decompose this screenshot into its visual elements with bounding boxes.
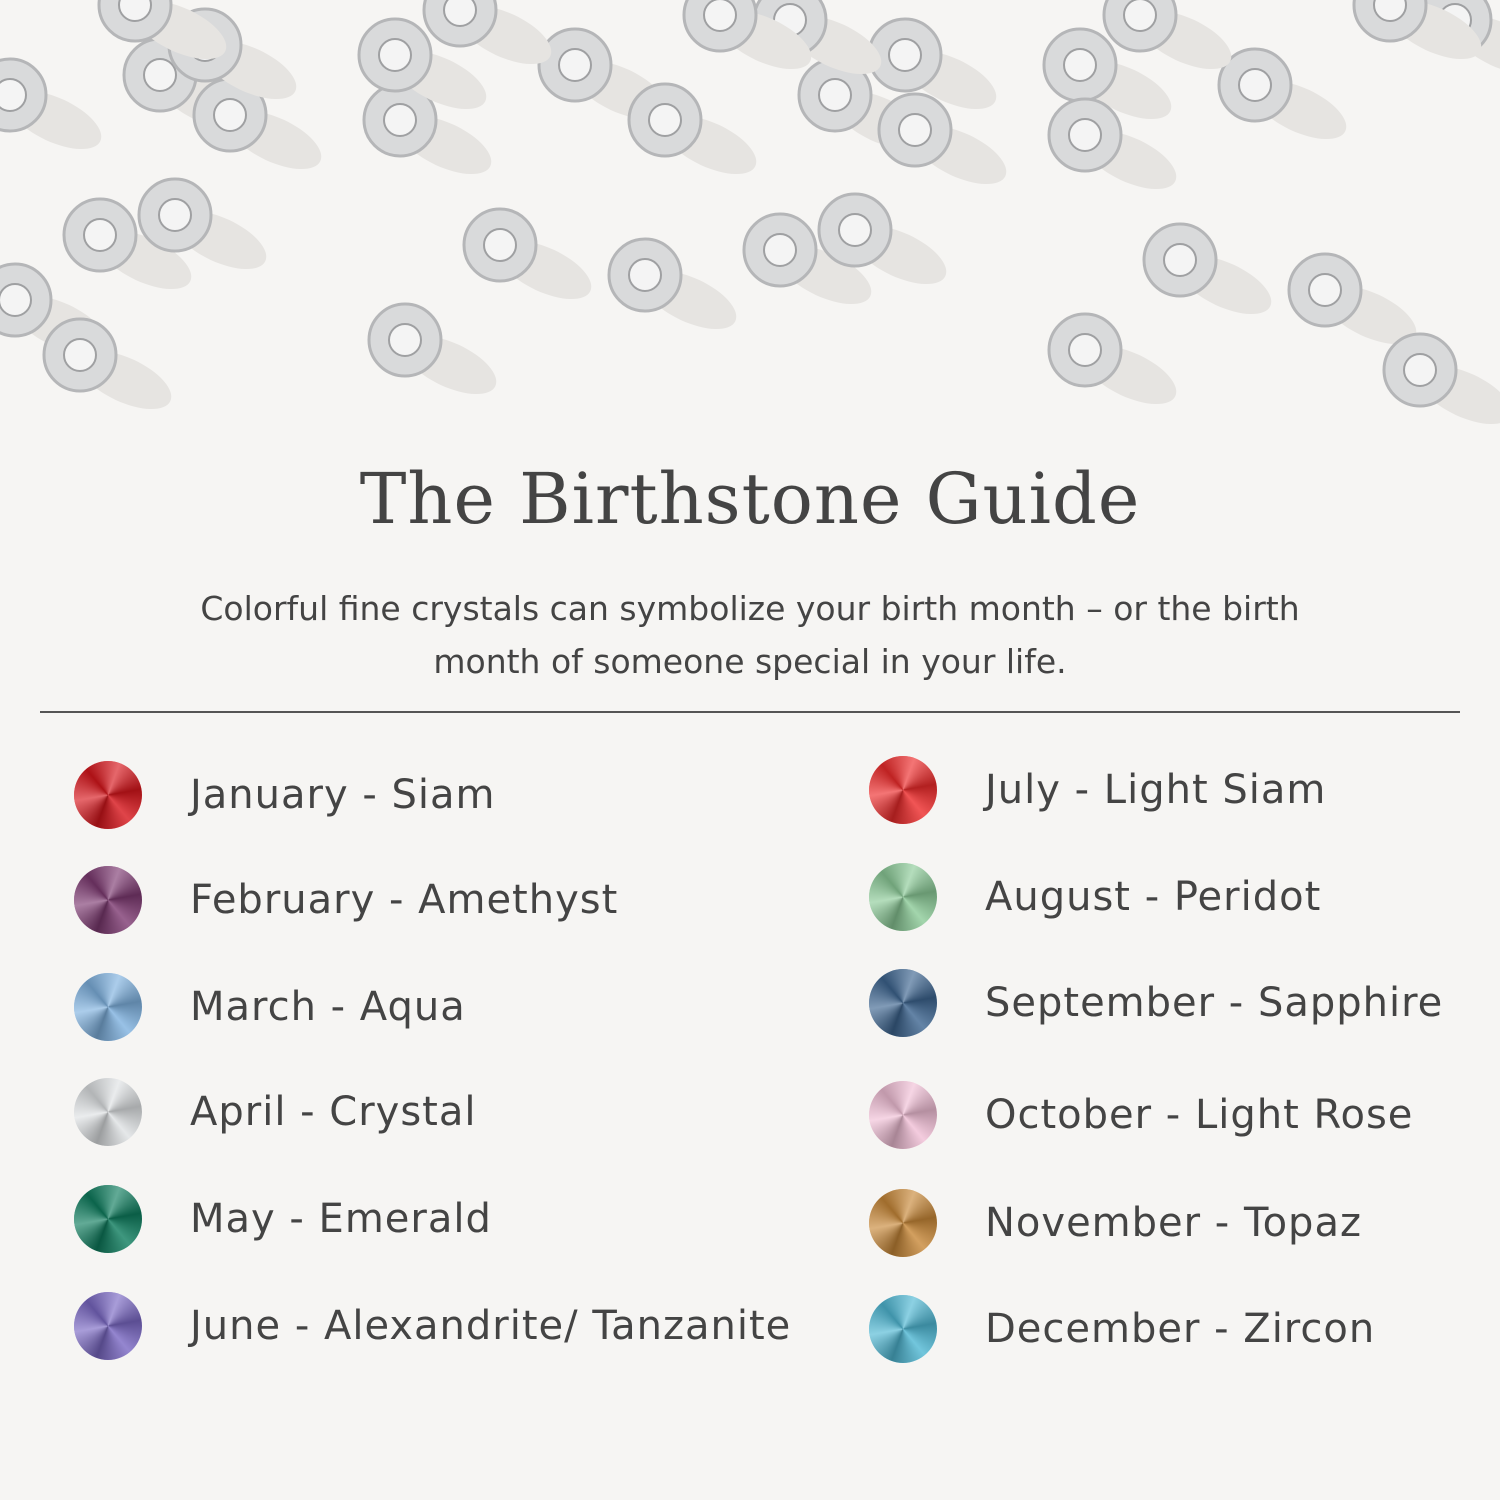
crystal-facet — [213, 98, 247, 132]
crystal-facet — [703, 0, 737, 32]
birthstone-label: October - Light Rose — [985, 1092, 1414, 1138]
crystal-facet — [0, 78, 27, 112]
crystal-facet — [443, 0, 477, 27]
scattered-crystals-photo — [0, 0, 1500, 425]
crystal-facet — [1308, 273, 1342, 307]
crystal-facet — [483, 228, 517, 262]
birthstone-item: November - Topaz — [869, 1188, 1362, 1258]
crystal-facet — [763, 233, 797, 267]
birthstone-label: August - Peridot — [985, 874, 1322, 920]
crystal-facet — [383, 103, 417, 137]
crystal-facet — [1123, 0, 1157, 32]
crystal-facet — [838, 213, 872, 247]
birthstone-label: September - Sapphire — [985, 980, 1444, 1026]
gem-icon — [869, 1189, 937, 1257]
birthstone-item: September - Sapphire — [869, 968, 1443, 1038]
birthstone-label: January - Siam — [190, 772, 496, 818]
crystal-facet — [898, 113, 932, 147]
gem-icon — [74, 1292, 142, 1360]
subtitle-line-1: Colorful fine crystals can symbolize you… — [200, 589, 1300, 628]
gem-icon — [869, 1295, 937, 1363]
gem-icon — [869, 863, 937, 931]
crystal-facet — [818, 78, 852, 112]
crystal-facet — [558, 48, 592, 82]
birthstone-item: March - Aqua — [74, 972, 466, 1042]
birthstone-item: October - Light Rose — [869, 1080, 1413, 1150]
gem-icon — [74, 1185, 142, 1253]
crystal-facet — [1063, 48, 1097, 82]
birthstone-label: May - Emerald — [190, 1196, 492, 1242]
birthstone-item: December - Zircon — [869, 1294, 1375, 1364]
crystal-facet — [0, 283, 32, 317]
birthstone-label: March - Aqua — [190, 984, 466, 1030]
crystal-facet — [1068, 333, 1102, 367]
crystal-facet — [143, 58, 177, 92]
crystal-facet — [1068, 118, 1102, 152]
crystal-facet — [63, 338, 97, 372]
subtitle: Colorful fine crystals can symbolize you… — [100, 582, 1400, 688]
crystal-facet — [83, 218, 117, 252]
crystal-facet — [1163, 243, 1197, 277]
crystal-facet — [378, 38, 412, 72]
birthstone-item: August - Peridot — [869, 862, 1321, 932]
crystal-facet — [118, 0, 152, 22]
page-title: The Birthstone Guide — [359, 458, 1141, 540]
birthstone-label: December - Zircon — [985, 1306, 1376, 1352]
birthstone-label: June - Alexandrite/ Tanzanite — [190, 1303, 792, 1349]
birthstone-label: July - Light Siam — [985, 767, 1327, 813]
gem-icon — [74, 1078, 142, 1146]
gem-icon — [869, 1081, 937, 1149]
subtitle-line-2: month of someone special in your life. — [433, 642, 1067, 681]
birthstone-label: November - Topaz — [985, 1200, 1362, 1246]
crystal-facet — [628, 258, 662, 292]
crystal-facet — [1403, 353, 1437, 387]
gem-icon — [74, 761, 142, 829]
birthstone-item: April - Crystal — [74, 1077, 476, 1147]
birthstone-item: May - Emerald — [74, 1184, 492, 1254]
birthstone-item: June - Alexandrite/ Tanzanite — [74, 1291, 791, 1361]
gem-icon — [869, 969, 937, 1037]
birthstone-item: July - Light Siam — [869, 755, 1326, 825]
crystal-facet — [1238, 68, 1272, 102]
crystal-facet — [388, 323, 422, 357]
birthstone-item: January - Siam — [74, 760, 495, 830]
birthstone-item: February - Amethyst — [74, 865, 618, 935]
birthstone-label: April - Crystal — [190, 1089, 477, 1135]
crystal-facet — [1373, 0, 1407, 22]
gem-icon — [74, 866, 142, 934]
crystal-facet — [888, 38, 922, 72]
crystal-facet — [648, 103, 682, 137]
gem-icon — [869, 756, 937, 824]
birthstone-label: February - Amethyst — [190, 877, 619, 923]
crystal-facet — [158, 198, 192, 232]
gem-icon — [74, 973, 142, 1041]
divider — [40, 711, 1460, 713]
